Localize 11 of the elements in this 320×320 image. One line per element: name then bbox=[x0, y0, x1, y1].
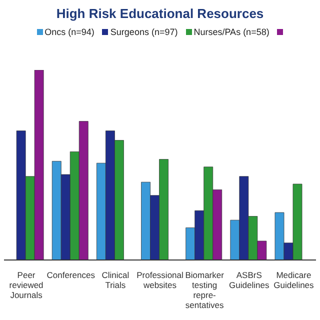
x-tick-label: Clinical Trials bbox=[102, 270, 130, 290]
legend-label: Oncs (n=94) bbox=[44, 27, 94, 37]
chart-title: High Risk Educational Resources bbox=[55, 6, 265, 23]
x-tick-label: Medicare Guidelines bbox=[274, 270, 314, 290]
x-tick-label: ASBrS Guidelines bbox=[229, 270, 270, 290]
x-tick-label: Conferences bbox=[46, 270, 95, 280]
legend-label: Nurses/PAs (n=58) bbox=[194, 27, 270, 37]
x-tick-label: Biomarker testing repre- sentatives bbox=[185, 270, 224, 310]
x-tick-label: Peer reviewed Journals bbox=[9, 270, 44, 300]
legend-label: Surgeons (n=97) bbox=[110, 27, 178, 37]
x-tick-label: Professional websites bbox=[136, 270, 184, 290]
